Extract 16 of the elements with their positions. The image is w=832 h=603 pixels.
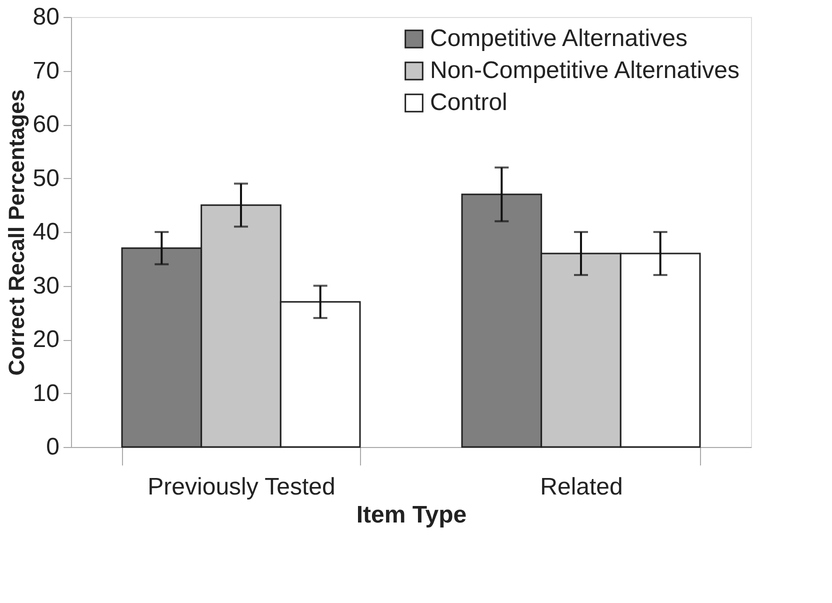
legend-label: Competitive Alternatives [430,25,688,52]
y-tick-label: 60 [32,111,60,138]
x-axis-title: Item Type [356,502,467,528]
y-tick-label: 70 [32,57,60,84]
y-tick-label: 30 [32,272,60,300]
x-tick-label: Previously Tested [148,474,336,500]
y-tick-label: 0 [46,434,60,460]
y-tick-label: 80 [32,4,60,30]
y-axis-title: Correct Recall Percentages [4,89,29,376]
legend-label: Control [430,89,508,116]
legend-label: Non-Competitive Alternatives [430,57,740,84]
y-tick-label: 50 [32,164,60,192]
y-tick-label: 10 [32,380,60,407]
x-tick-label: Related [540,474,623,500]
y-tick-label: 20 [32,326,60,353]
y-tick-label: 40 [32,218,60,246]
